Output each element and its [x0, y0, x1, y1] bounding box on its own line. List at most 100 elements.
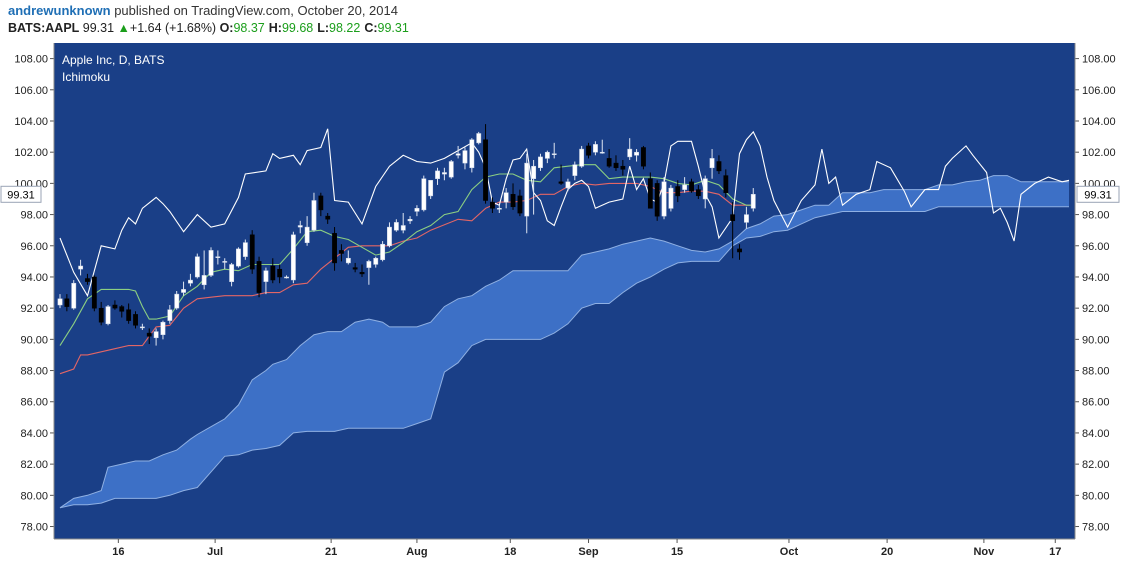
axes: 108.00 108.00 106.00 106.00 104.00 104.00 102.… [0, 43, 1120, 558]
candle [586, 142, 591, 159]
candle [428, 180, 434, 199]
candle [414, 205, 420, 217]
last-price-marker-right [1076, 185, 1120, 203]
candle [538, 153, 543, 171]
price-chart[interactable]: 108.00 108.00 106.00 106.00 104.00 104.00 102.… [0, 40, 1130, 566]
y-tick-label-left: 108.00 [14, 54, 48, 66]
y-tick-label-left: 86.00 [20, 397, 48, 409]
candle [318, 192, 324, 217]
change-arrow-icon: ▲ [117, 21, 130, 35]
candle [380, 241, 386, 262]
candle-body [462, 150, 468, 164]
ichimoku-cloud [59, 175, 1069, 509]
candle-body [476, 133, 482, 144]
candle [565, 178, 571, 192]
chart-title: Apple Inc, D, BATS [62, 53, 165, 67]
candle-body [551, 153, 557, 155]
candle-body [682, 184, 688, 190]
candle-body [744, 214, 749, 223]
candle-body [332, 233, 337, 264]
candle [57, 294, 63, 309]
candle [366, 259, 372, 285]
candle-body [517, 195, 523, 214]
indicator-label: Ichimoku [62, 70, 110, 84]
candle [654, 180, 660, 221]
candle-body [675, 186, 681, 197]
candle [174, 291, 180, 310]
candle [153, 328, 159, 346]
candle [483, 124, 488, 204]
candle [448, 159, 454, 179]
candle-body [387, 226, 392, 247]
conversion-line [59, 164, 754, 346]
candle-body [407, 219, 413, 222]
y-tick-label-left: 90.00 [20, 334, 48, 346]
candle [544, 150, 550, 164]
symbol-label: BATS:AAPL [8, 21, 80, 35]
y-tick-label-left: 96.00 [20, 241, 48, 253]
candle [462, 147, 468, 170]
candle [490, 197, 495, 214]
candle-body [98, 307, 104, 323]
candle [599, 139, 605, 154]
candle-body [236, 248, 241, 267]
candle-body [627, 148, 633, 158]
candle-body [215, 256, 221, 258]
candle-body [119, 306, 125, 312]
publication-line: andrewunknown published on TradingView.c… [8, 3, 398, 18]
candle-body [723, 175, 729, 194]
candle-body [599, 151, 605, 154]
senkou-span-b-line [59, 206, 1069, 509]
candle [579, 145, 585, 168]
candle [689, 178, 694, 193]
candle-body [606, 158, 612, 167]
candle-body [304, 226, 310, 243]
candle [352, 262, 358, 273]
x-tick-label: 15 [671, 546, 683, 558]
candle-body [716, 161, 722, 172]
candle-body [503, 192, 509, 203]
candle [476, 131, 482, 145]
candle [304, 216, 310, 246]
candle-body [654, 183, 660, 217]
candle [167, 305, 173, 324]
candle-body [469, 139, 475, 169]
candle [661, 177, 667, 220]
candle [407, 216, 413, 224]
candle [627, 138, 633, 160]
candle [126, 303, 132, 324]
candle-body [78, 265, 84, 270]
candle-body [586, 145, 591, 156]
high-value: 99.68 [281, 21, 314, 35]
y-tick-label-right: 92.00 [1082, 303, 1110, 315]
candle [400, 213, 406, 234]
candle-body [393, 222, 399, 231]
candle-body [524, 162, 530, 217]
candle [194, 253, 200, 279]
candle-body [339, 250, 344, 254]
candle [510, 183, 516, 210]
candle-body [85, 278, 90, 282]
candle-body [181, 289, 186, 293]
author-link[interactable]: andrewunknown [8, 3, 111, 18]
last-price-marker-left [0, 185, 42, 203]
candle-body [414, 208, 420, 212]
candle [242, 239, 248, 260]
y-tick-label-left: 98.00 [20, 210, 48, 222]
close-label: C: [364, 21, 378, 35]
y-tick-label-left: 92.00 [20, 303, 48, 315]
candle-body [544, 151, 550, 159]
y-tick-label-right: 104.00 [1082, 116, 1116, 128]
candle-body [139, 326, 145, 329]
candle-body [263, 270, 269, 282]
candle [325, 213, 331, 224]
candle-body [174, 293, 180, 309]
candle-body [249, 234, 255, 270]
candle [215, 250, 221, 265]
candle [290, 231, 296, 284]
y-tick-label-right: 106.00 [1082, 85, 1116, 97]
candle [531, 159, 537, 215]
y-tick-label-right: 82.00 [1082, 459, 1110, 471]
y-tick-label-right: 84.00 [1082, 428, 1110, 440]
y-tick-label-left: 102.00 [14, 147, 48, 159]
